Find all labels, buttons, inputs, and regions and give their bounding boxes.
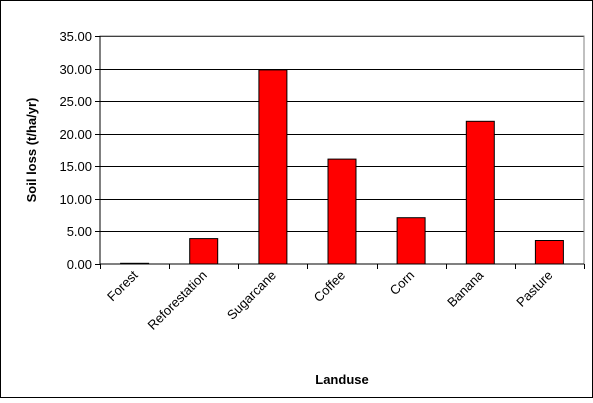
- y-tick-label: 25.00: [59, 94, 92, 109]
- bar-banana: [465, 120, 495, 265]
- bar-corn: [396, 217, 426, 265]
- bar-reforestation: [189, 238, 219, 265]
- y-tick-label: 5.00: [67, 224, 92, 239]
- axes: [95, 36, 585, 269]
- bar-coffee: [327, 158, 357, 265]
- y-axis-title: Soil loss (t/ha/yr): [24, 98, 39, 203]
- x-axis-title: Landuse: [315, 372, 368, 387]
- y-tick-label: 0.00: [67, 257, 92, 272]
- y-tick-label: 20.00: [59, 127, 92, 142]
- y-tick-labels: 0.00 5.00 10.00 15.00 20.00 25.00 30.00 35.00: [59, 29, 92, 272]
- bar-sugarcane: [258, 69, 288, 265]
- y-tick-label: 35.00: [59, 29, 92, 44]
- bar-pasture: [534, 240, 564, 265]
- y-tick-label: 15.00: [59, 159, 92, 174]
- y-tick-label: 30.00: [59, 62, 92, 77]
- y-tick-label: 10.00: [59, 192, 92, 207]
